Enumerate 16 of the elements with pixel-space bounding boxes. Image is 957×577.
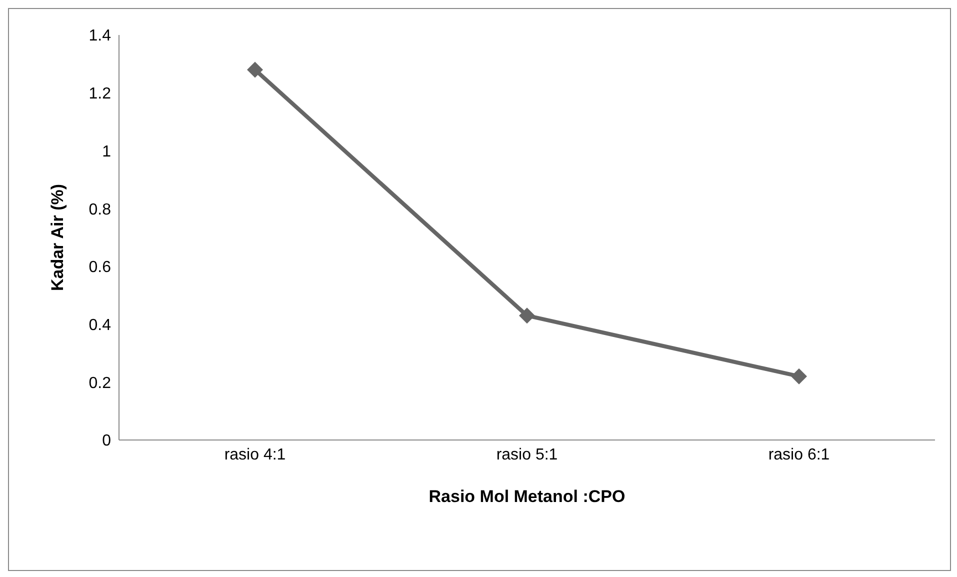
x-tick-label: rasio 4:1 bbox=[224, 446, 286, 464]
x-axis-title: Rasio Mol Metanol :CPO bbox=[428, 487, 626, 506]
x-tick-label: rasio 6:1 bbox=[768, 446, 830, 464]
y-tick-label: 0.6 bbox=[88, 259, 112, 276]
y-tick-label: 0.4 bbox=[88, 316, 112, 334]
y-tick-label: 1 bbox=[102, 143, 112, 160]
point bbox=[519, 308, 535, 324]
y-tick-label: 0 bbox=[102, 432, 112, 450]
y-tick-label: 0.2 bbox=[88, 374, 112, 392]
point bbox=[791, 368, 807, 384]
y-tick-label: 0.8 bbox=[88, 201, 112, 218]
y-tick-label: 1.4 bbox=[88, 28, 112, 45]
point bbox=[247, 62, 263, 78]
y-tick-label: 1.2 bbox=[88, 86, 112, 103]
y-axis-title: Kadar Air (%) bbox=[48, 184, 68, 292]
x-tick-label: rasio 5:1 bbox=[496, 446, 558, 464]
